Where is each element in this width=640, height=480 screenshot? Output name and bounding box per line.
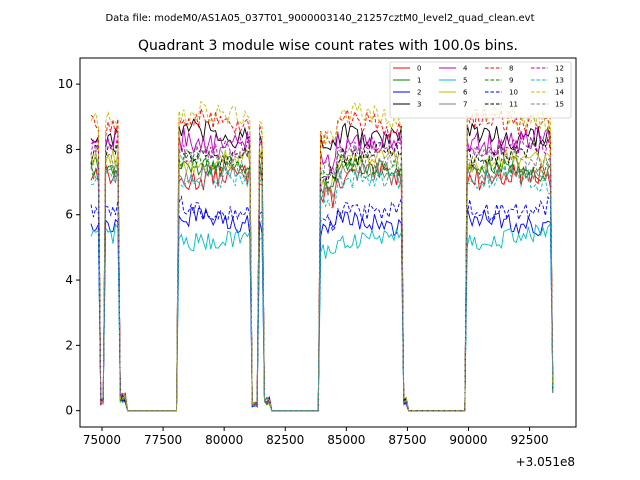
series-line-14 (90, 100, 554, 412)
legend-label-11: 11 (509, 101, 518, 109)
y-tick-label: 4 (65, 273, 73, 287)
legend-label-6: 6 (463, 89, 468, 97)
legend-label-12: 12 (555, 65, 564, 73)
legend-label-5: 5 (463, 77, 467, 85)
x-tick-label: 85000 (327, 433, 365, 447)
x-tick-label: 92500 (510, 433, 548, 447)
legend-label-10: 10 (509, 89, 518, 97)
legend-label-0: 0 (417, 65, 421, 73)
x-tick-label: 82500 (266, 433, 304, 447)
legend-label-8: 8 (509, 65, 513, 73)
legend-box (389, 61, 572, 119)
x-tick-label: 77500 (144, 433, 182, 447)
chart-title: Quadrant 3 module wise count rates with … (138, 38, 518, 54)
axes-frame (79, 57, 577, 428)
legend-label-2: 2 (417, 89, 421, 97)
suptitle: Data file: modeM0/AS1A05_037T01_90000031… (105, 13, 534, 24)
x-tick-label: 90000 (449, 433, 487, 447)
y-tick-label: 6 (65, 208, 73, 222)
y-tick-label: 2 (65, 338, 73, 352)
legend-label-15: 15 (555, 101, 564, 109)
x-tick-label: 75000 (83, 433, 121, 447)
x-offset-text: +3.051e8 (516, 455, 575, 469)
y-tick-label: 10 (58, 77, 73, 91)
y-tick-label: 8 (65, 142, 73, 156)
x-tick-label: 80000 (205, 433, 243, 447)
plot-area (90, 100, 554, 412)
legend-label-4: 4 (463, 65, 468, 73)
legend-label-13: 13 (555, 77, 564, 85)
legend-label-7: 7 (463, 101, 467, 109)
series-line-15 (90, 145, 554, 412)
axis-ticks: 75000 77500 80000 82500 85000 87500 90000 92500… (58, 77, 549, 447)
legend-label-3: 3 (417, 101, 421, 109)
legend-label-1: 1 (417, 77, 421, 85)
x-tick-label: 87500 (388, 433, 426, 447)
series-line-11 (90, 136, 554, 412)
legend-label-14: 14 (555, 89, 564, 97)
legend-label-9: 9 (509, 77, 513, 85)
y-tick-label: 0 (65, 404, 73, 418)
